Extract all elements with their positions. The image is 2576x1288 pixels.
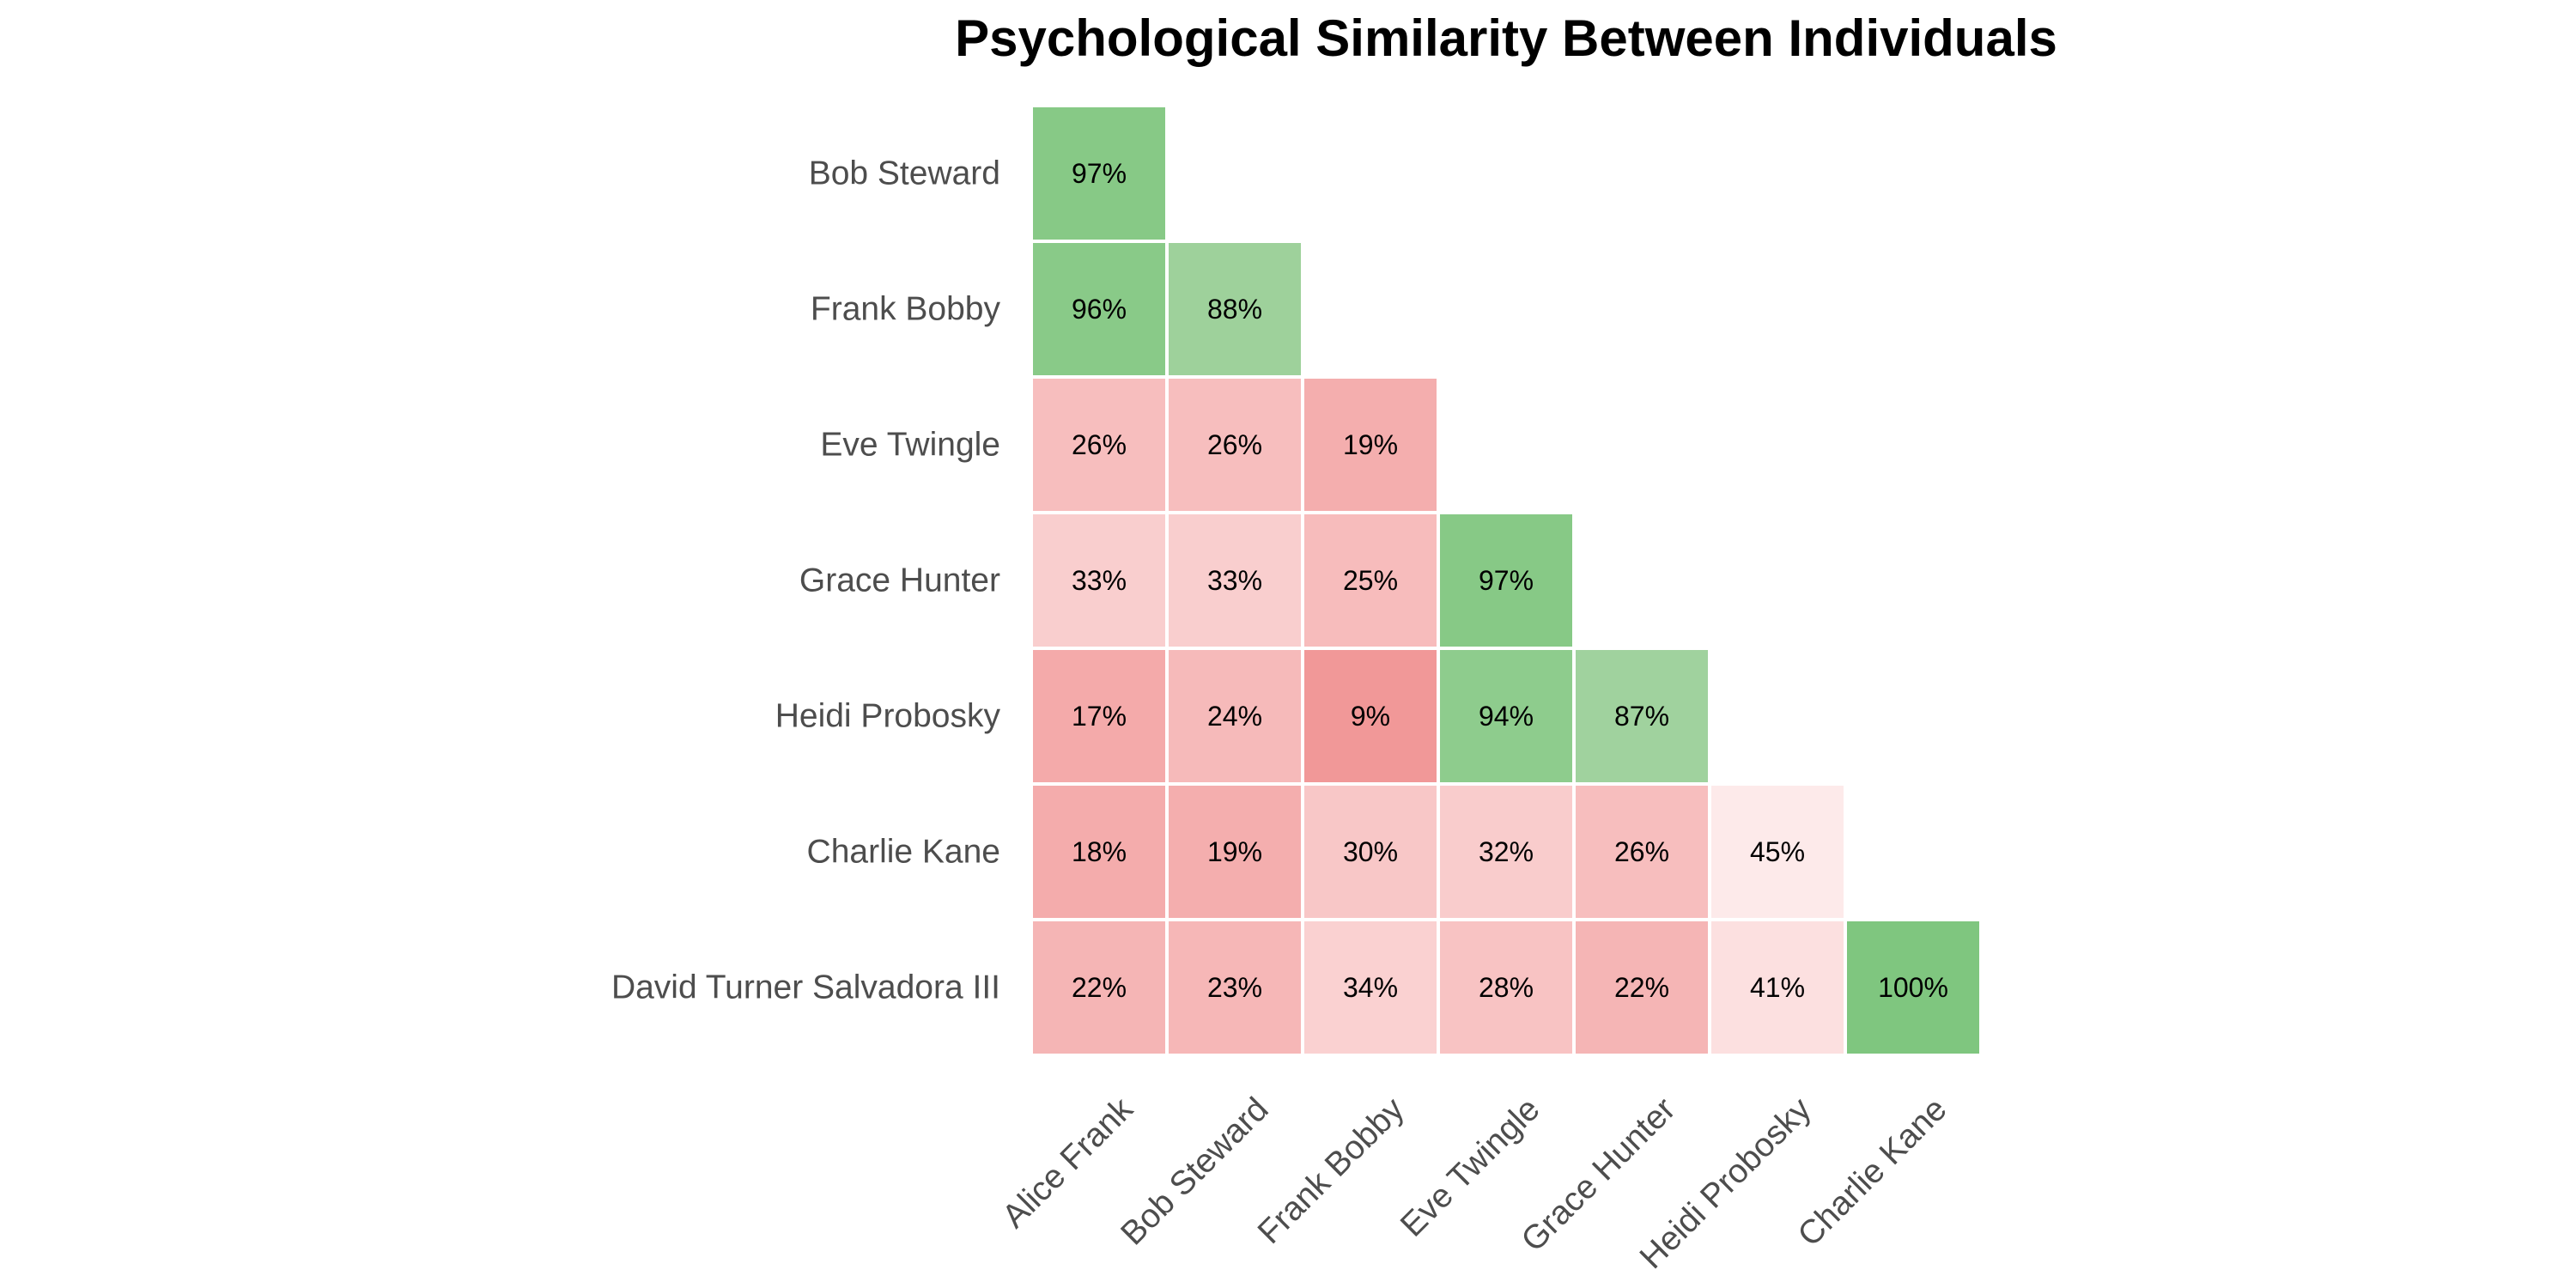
heatmap-cell: [1708, 918, 1847, 1057]
cell-value-label: 19%: [1343, 429, 1398, 460]
row-label: Eve Twingle: [820, 427, 1000, 464]
row-label: Grace Hunter: [799, 562, 1000, 599]
chart-title: Psychological Similarity Between Individ…: [955, 9, 2057, 67]
row-label: David Turner Salvadora III: [611, 969, 1000, 1006]
cell-value-label: 41%: [1750, 972, 1805, 1003]
heatmap-cell: [1030, 918, 1169, 1057]
heatmap-cell: [1301, 782, 1440, 921]
heatmap-cell: [1165, 647, 1304, 786]
column-label: Bob Steward: [1114, 1091, 1275, 1252]
heatmap-cell: [1844, 918, 1983, 1057]
cell-value-label: 26%: [1614, 836, 1669, 867]
column-label: Frank Bobby: [1251, 1091, 1412, 1251]
heatmap-cell: [1030, 240, 1169, 379]
cell-value-label: 97%: [1072, 158, 1127, 189]
heatmap-cell: [1030, 782, 1169, 921]
heatmap-cell: [1437, 647, 1576, 786]
heatmap-cell: [1165, 511, 1304, 650]
cell-value-label: 32%: [1479, 836, 1534, 867]
column-label: Eve Twingle: [1394, 1091, 1547, 1244]
cell-value-label: 24%: [1207, 701, 1262, 732]
heatmap-cell: [1708, 782, 1847, 921]
row-label: Bob Steward: [809, 155, 1000, 192]
cell-value-label: 22%: [1072, 972, 1127, 1003]
cell-value-label: 30%: [1343, 836, 1398, 867]
heatmap-cell: [1165, 918, 1304, 1057]
cell-value-label: 45%: [1750, 836, 1805, 867]
cell-value-label: 26%: [1207, 429, 1262, 460]
row-label: Frank Bobby: [811, 291, 1001, 328]
cell-value-label: 9%: [1351, 701, 1390, 732]
cell-value-label: 22%: [1614, 972, 1669, 1003]
cell-value-label: 17%: [1072, 701, 1127, 732]
heatmap-cell: [1437, 918, 1576, 1057]
column-label: Alice Frank: [995, 1091, 1140, 1236]
cell-value-label: 33%: [1072, 565, 1127, 596]
cell-value-label: 88%: [1207, 294, 1262, 325]
cell-value-label: 23%: [1207, 972, 1262, 1003]
heatmap-cell: [1301, 375, 1440, 514]
cell-value-label: 87%: [1614, 701, 1669, 732]
row-label: Heidi Probosky: [775, 698, 1001, 735]
cell-value-label: 28%: [1479, 972, 1534, 1003]
heatmap-cell: [1437, 782, 1576, 921]
heatmap-cell: [1165, 782, 1304, 921]
cell-value-label: 94%: [1479, 701, 1534, 732]
cell-value-label: 34%: [1343, 972, 1398, 1003]
cell-value-label: 18%: [1072, 836, 1127, 867]
row-label: Charlie Kane: [807, 834, 1000, 871]
cell-value-label: 19%: [1207, 836, 1262, 867]
heatmap-cell: [1030, 104, 1169, 243]
heatmap-cell: [1437, 511, 1576, 650]
heatmap-cells: 97% 96% 88% 26% 26% 19% 33% 33% 25% 97% 17% 24% 9% 94…: [1030, 104, 1983, 1057]
cell-value-label: 25%: [1343, 565, 1398, 596]
cell-value-label: 33%: [1207, 565, 1262, 596]
cell-value-label: 26%: [1072, 429, 1127, 460]
cell-value-label: 96%: [1072, 294, 1127, 325]
cell-value-label: 97%: [1479, 565, 1534, 596]
row-labels: Bob Steward Frank Bobby Eve Twingle Grace H…: [611, 155, 1001, 1006]
heatmap-cell: [1572, 782, 1711, 921]
cell-value-label: 100%: [1878, 972, 1948, 1003]
